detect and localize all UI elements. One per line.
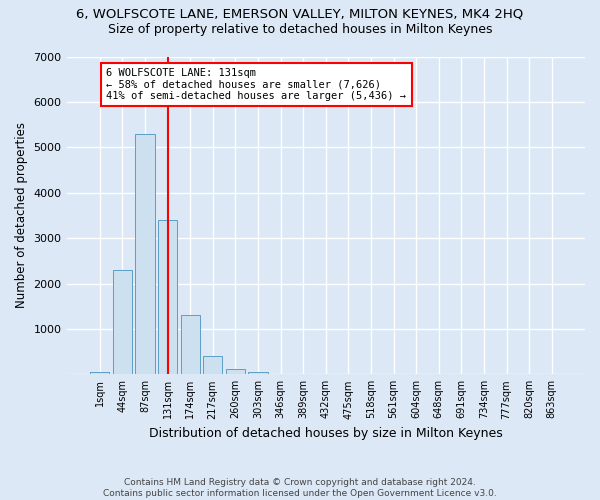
Bar [113, 270, 132, 374]
Text: Size of property relative to detached houses in Milton Keynes: Size of property relative to detached ho… [108, 22, 492, 36]
X-axis label: Distribution of detached houses by size in Milton Keynes: Distribution of detached houses by size … [149, 427, 503, 440]
Text: 6 WOLFSCOTE LANE: 131sqm
← 58% of detached houses are smaller (7,626)
41% of sem: 6 WOLFSCOTE LANE: 131sqm ← 58% of detach… [106, 68, 406, 101]
Bar [181, 316, 200, 374]
Bar [203, 356, 223, 374]
Text: 6, WOLFSCOTE LANE, EMERSON VALLEY, MILTON KEYNES, MK4 2HQ: 6, WOLFSCOTE LANE, EMERSON VALLEY, MILTO… [76, 8, 524, 20]
Y-axis label: Number of detached properties: Number of detached properties [15, 122, 28, 308]
Bar [158, 220, 177, 374]
Bar [136, 134, 155, 374]
Bar [226, 369, 245, 374]
Bar [90, 372, 109, 374]
Bar [248, 372, 268, 374]
Text: Contains HM Land Registry data © Crown copyright and database right 2024.
Contai: Contains HM Land Registry data © Crown c… [103, 478, 497, 498]
